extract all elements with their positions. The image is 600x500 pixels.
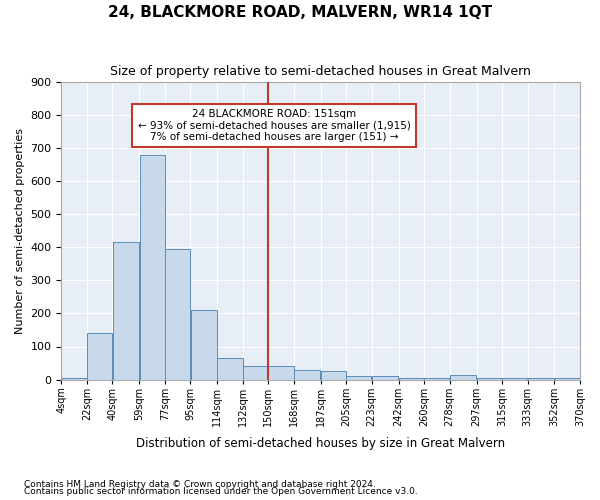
Bar [140, 154, 164, 380]
Text: 24 BLACKMORE ROAD: 151sqm
← 93% of semi-detached houses are smaller (1,915)
7% o: 24 BLACKMORE ROAD: 151sqm ← 93% of semi-… [137, 108, 410, 142]
Bar [62, 378, 86, 380]
Text: Contains HM Land Registry data © Crown copyright and database right 2024.: Contains HM Land Registry data © Crown c… [24, 480, 376, 489]
X-axis label: Distribution of semi-detached houses by size in Great Malvern: Distribution of semi-detached houses by … [136, 437, 505, 450]
Y-axis label: Number of semi-detached properties: Number of semi-detached properties [15, 128, 25, 334]
Bar [87, 334, 112, 380]
Bar [346, 376, 371, 380]
Bar [217, 358, 242, 380]
Text: 24, BLACKMORE ROAD, MALVERN, WR14 1QT: 24, BLACKMORE ROAD, MALVERN, WR14 1QT [108, 5, 492, 20]
Bar [165, 249, 190, 380]
Bar [243, 366, 268, 380]
Bar [191, 310, 217, 380]
Bar [321, 372, 346, 380]
Bar [450, 374, 476, 380]
Bar [372, 376, 398, 380]
Text: Contains public sector information licensed under the Open Government Licence v3: Contains public sector information licen… [24, 487, 418, 496]
Bar [477, 378, 502, 380]
Bar [399, 378, 424, 380]
Bar [528, 378, 554, 380]
Bar [502, 378, 527, 380]
Bar [294, 370, 320, 380]
Bar [424, 378, 449, 380]
Bar [555, 378, 580, 380]
Bar [113, 242, 139, 380]
Title: Size of property relative to semi-detached houses in Great Malvern: Size of property relative to semi-detach… [110, 65, 531, 78]
Bar [268, 366, 293, 380]
